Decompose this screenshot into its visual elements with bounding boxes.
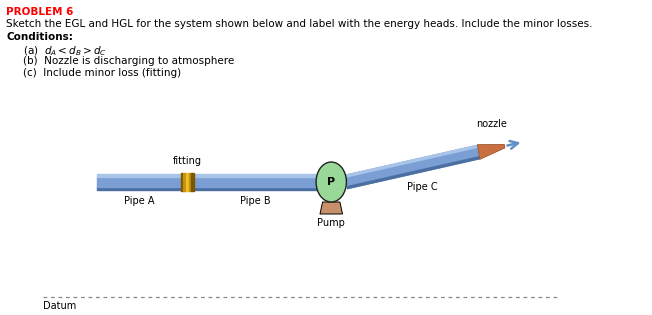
Polygon shape	[320, 202, 342, 214]
Text: Pipe C: Pipe C	[408, 181, 438, 192]
Polygon shape	[347, 156, 480, 189]
Text: (a)  $d_A < d_B > d_C$: (a) $d_A < d_B > d_C$	[23, 44, 108, 58]
Text: Sketch the EGL and HGL for the system shown below and label with the energy head: Sketch the EGL and HGL for the system sh…	[6, 19, 593, 29]
Bar	[188, 173, 191, 191]
Text: Pipe B: Pipe B	[241, 197, 271, 207]
Text: (b)  Nozzle is discharging to atmosphere: (b) Nozzle is discharging to atmosphere	[23, 56, 235, 66]
Text: (c)  Include minor loss (fitting): (c) Include minor loss (fitting)	[23, 68, 181, 78]
Polygon shape	[345, 145, 478, 178]
Bar	[181, 173, 183, 191]
Text: fitting: fitting	[173, 156, 202, 166]
Text: Conditions:: Conditions:	[6, 32, 73, 42]
Polygon shape	[477, 144, 505, 159]
Bar	[191, 173, 194, 191]
Ellipse shape	[316, 162, 346, 202]
Text: PROBLEM 6: PROBLEM 6	[6, 7, 74, 17]
Text: P: P	[327, 177, 335, 187]
Text: Datum: Datum	[43, 301, 76, 311]
Bar	[186, 173, 188, 191]
Text: Pump: Pump	[318, 218, 345, 228]
Text: nozzle: nozzle	[476, 119, 507, 129]
Bar	[183, 173, 186, 191]
Polygon shape	[345, 145, 480, 189]
Text: Pipe A: Pipe A	[125, 197, 155, 207]
